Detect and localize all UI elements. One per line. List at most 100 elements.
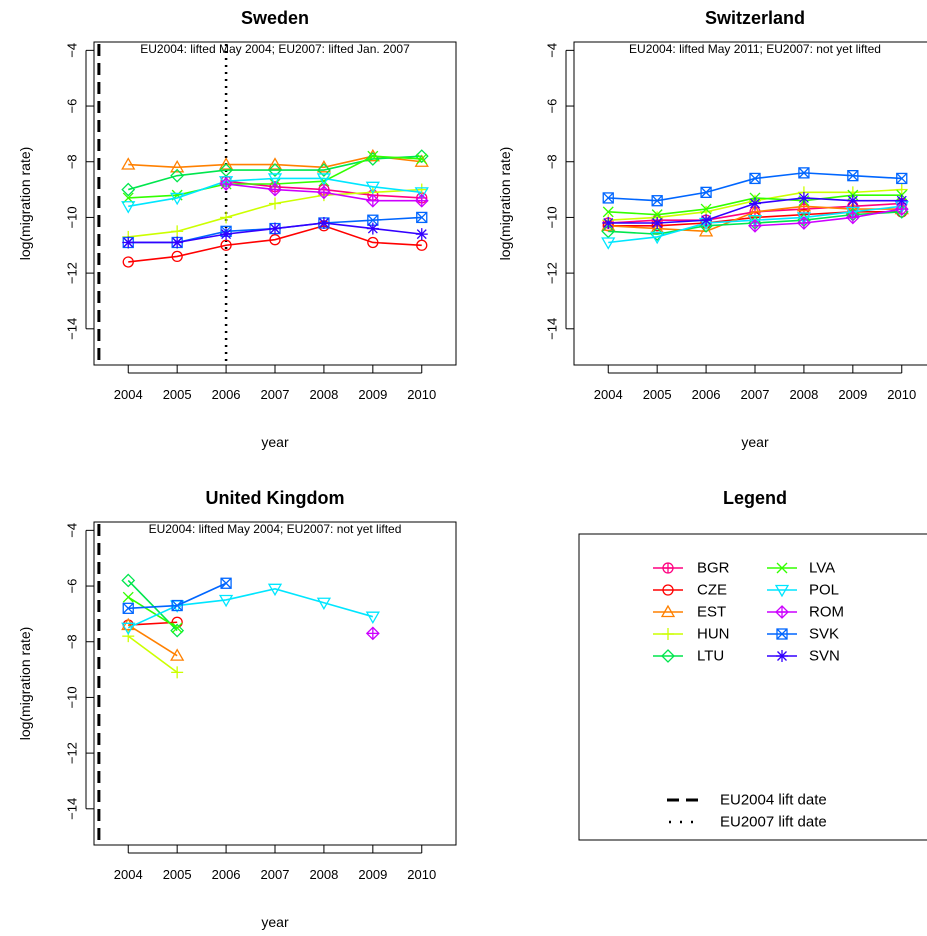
series-svn: [122, 216, 428, 249]
data-point-cze: [367, 236, 379, 249]
chart-subtitle: EU2004: lifted May 2004; EU2007: not yet…: [149, 522, 402, 536]
data-point-svk-stroke: [798, 167, 810, 179]
data-point-est: [601, 218, 616, 231]
data-point-svk-shape: [122, 602, 134, 614]
data-point-svn: [366, 222, 379, 235]
data-point-hun: [415, 183, 428, 196]
x-tick-label: 2007: [261, 867, 290, 882]
data-point-lva-stroke: [171, 622, 183, 634]
legend-line-label: EU2007 lift date: [720, 814, 827, 831]
data-point-svn-stroke: [367, 223, 378, 234]
data-point-svk: [700, 186, 712, 199]
data-point-rom: [365, 193, 380, 208]
data-point-svn-stroke: [847, 195, 858, 206]
legend-symbol-stroke: [777, 651, 787, 661]
legend-symbol: [662, 562, 674, 574]
data-point-est-shape: [601, 218, 616, 231]
legend-line-item-2: EU2007 lift date: [669, 814, 827, 831]
x-tick-label: 2005: [163, 387, 192, 402]
legend-symbol: [776, 650, 788, 662]
series-line-ltu: [128, 155, 422, 191]
data-point-svk: [847, 170, 859, 182]
legend-line-label: EU2004 lift date: [720, 792, 827, 809]
data-point-svn-stroke: [318, 218, 329, 228]
data-point-ltu: [170, 168, 185, 183]
data-point-pol-shape: [365, 611, 380, 624]
x-tick-label: 2004: [114, 387, 143, 402]
data-point-svk-shape: [700, 186, 712, 199]
y-axis-title: log(migration rate): [497, 147, 513, 261]
data-point-est-shape: [218, 157, 234, 170]
data-point-pol: [747, 215, 763, 228]
y-tick-label: −6: [65, 99, 80, 114]
legend-item-est: EST: [653, 604, 726, 621]
data-point-svn-stroke: [896, 195, 907, 206]
y-tick-label: −8: [65, 154, 80, 169]
data-point-cze: [220, 239, 232, 251]
data-point-est-shape: [414, 154, 429, 167]
data-point-est: [170, 159, 185, 173]
data-point-svk: [651, 195, 663, 207]
legend-label: CZE: [697, 582, 727, 599]
y-tick-label: −14: [65, 798, 80, 820]
data-point-pol-shape: [316, 173, 332, 186]
data-point-lva: [416, 153, 428, 165]
data-point-ltu: [121, 182, 136, 197]
data-point-svk-shape: [798, 167, 810, 179]
data-point-cze: [171, 250, 183, 263]
data-point-est-shape: [796, 198, 812, 212]
data-point-rom: [796, 216, 811, 230]
legend-item-lva: LVA: [767, 560, 835, 577]
legend-symbol: [661, 649, 675, 663]
series-line-hun: [127, 635, 178, 674]
legend-item-rom: ROM: [767, 604, 844, 621]
data-point-pol: [601, 237, 616, 250]
legend-symbol-stroke: [776, 562, 788, 574]
data-point-pol: [267, 173, 283, 186]
legend-item-pol: POL: [767, 582, 839, 599]
legend-label: SVN: [809, 648, 840, 665]
legend-symbol-shape: [660, 604, 676, 618]
x-tick-label: 2007: [261, 387, 290, 402]
y-tick-label: −4: [65, 523, 80, 538]
data-point-svn: [895, 194, 908, 207]
data-point-rom: [845, 210, 860, 225]
x-axis-title: year: [261, 434, 289, 450]
x-tick-label: 2006: [212, 867, 241, 882]
data-point-pol: [365, 611, 380, 624]
legend-item-svn: SVN: [767, 648, 840, 665]
series-svn: [602, 191, 908, 229]
data-point-pol: [650, 231, 665, 245]
data-point-pol: [365, 181, 380, 195]
data-point-pol: [218, 594, 234, 608]
x-tick-label: 2004: [594, 387, 623, 402]
data-point-rom: [219, 177, 234, 191]
data-point-rom: [268, 182, 282, 197]
data-point-svk-shape: [749, 172, 761, 185]
data-point-ltu: [268, 163, 282, 178]
y-tick-label: −14: [65, 318, 80, 340]
data-point-est-shape: [121, 157, 136, 170]
data-point-ltu-shape: [316, 163, 331, 178]
data-point-ltu-shape: [170, 623, 185, 638]
data-point-est: [218, 157, 234, 170]
data-point-est-shape: [698, 224, 714, 237]
data-point-svk-shape: [171, 599, 183, 612]
data-point-svk-shape: [602, 192, 614, 204]
legend-label: LVA: [809, 560, 835, 577]
series-svk: [122, 577, 232, 614]
data-point-svn-stroke: [750, 198, 760, 209]
legend-symbol: [774, 584, 790, 598]
data-point-pol-shape: [267, 173, 283, 186]
data-point-svn-stroke: [798, 192, 809, 203]
chart-subtitle: EU2004: lifted May 2004; EU2007: lifted …: [140, 42, 410, 56]
y-tick-label: −8: [545, 154, 560, 169]
data-point-svk-stroke: [700, 186, 712, 198]
data-point-svn: [269, 222, 281, 235]
chart-title: United Kingdom: [206, 488, 345, 508]
data-point-lva: [367, 150, 379, 162]
data-point-est: [698, 224, 714, 237]
x-tick-label: 2006: [212, 387, 241, 402]
x-tick-label: 2010: [887, 387, 916, 402]
series-pol: [121, 583, 380, 636]
